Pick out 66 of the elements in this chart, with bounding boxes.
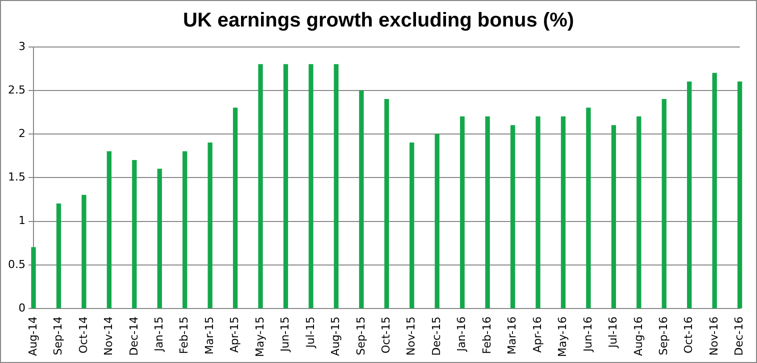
- y-tick-label: 3: [18, 40, 26, 53]
- x-tick-label: Oct-15: [380, 316, 393, 354]
- x-tick-label: Nov-16: [707, 316, 720, 356]
- x-tick-label: Jun-16: [581, 316, 594, 353]
- x-tick-label: Feb-15: [178, 316, 191, 354]
- x-tick-label: Oct-16: [682, 316, 696, 354]
- bar: [283, 64, 288, 308]
- x-tick-label: Sep-14: [52, 316, 65, 356]
- x-tick-label: Apr-16: [530, 316, 544, 353]
- y-tick-label: 1.5: [8, 170, 26, 184]
- x-tick-label: Feb-16: [480, 316, 494, 354]
- bar: [132, 160, 137, 308]
- bar: [182, 151, 188, 308]
- bar: [586, 108, 591, 308]
- bar: [106, 151, 112, 308]
- x-tick-label: Aug-14: [26, 316, 40, 356]
- bar: [712, 72, 717, 308]
- bar: [687, 82, 692, 308]
- y-tick-label: 2: [18, 127, 26, 140]
- y-tick-label: 0.5: [8, 258, 26, 271]
- bar: [460, 116, 465, 308]
- y-tick-label: 1: [18, 214, 26, 228]
- x-tick-label: Jan-16: [455, 316, 468, 352]
- bar: [485, 116, 490, 308]
- x-tick-label: Nov-14: [102, 316, 116, 356]
- x-tick-label: May-16: [556, 316, 570, 357]
- bar: [208, 142, 212, 308]
- bar: [359, 90, 364, 308]
- x-tick-label: Sep-16: [656, 316, 670, 356]
- bar: [56, 204, 62, 308]
- y-tick-label: 2.5: [8, 83, 26, 96]
- x-tick-label: Aug-16: [632, 316, 645, 356]
- bar: [737, 82, 742, 308]
- y-tick-label: 0: [18, 301, 26, 314]
- bar: [536, 116, 540, 308]
- x-tick-label: Dec-15: [430, 316, 443, 356]
- bar: [334, 64, 339, 308]
- x-tick-label: Sep-15: [354, 316, 368, 356]
- x-tick-label: Jul-15: [304, 316, 317, 349]
- chart-title: UK earnings growth excluding bonus (%): [182, 10, 574, 32]
- bar: [157, 168, 162, 308]
- x-tick-label: May-15: [253, 316, 266, 357]
- x-tick-label: Dec-14: [127, 316, 140, 356]
- x-tick-label: Aug-15: [329, 316, 342, 356]
- bar: [611, 125, 616, 308]
- x-tick-label: Jul-16: [606, 316, 620, 349]
- x-tick-label: Dec-16: [732, 316, 746, 356]
- bar: [258, 64, 263, 308]
- bar: [232, 108, 238, 308]
- x-tick-label: Mar-16: [506, 316, 519, 355]
- bar: [560, 116, 566, 308]
- x-tick-label: Oct-14: [76, 316, 90, 354]
- bar: [636, 116, 642, 308]
- x-tick-label: Nov-15: [404, 316, 418, 356]
- bar: [662, 98, 666, 308]
- x-tick-label: Jan-15: [152, 316, 166, 352]
- bar: [510, 125, 516, 308]
- bar: [31, 247, 36, 308]
- x-tick-label: Apr-15: [228, 316, 242, 353]
- bar: [410, 142, 414, 308]
- bar: [82, 194, 86, 308]
- x-tick-label: Jun-15: [278, 316, 292, 353]
- bar: [434, 134, 440, 308]
- bar: [308, 64, 314, 308]
- x-tick-label: Mar-15: [202, 316, 216, 355]
- bar: [384, 98, 389, 308]
